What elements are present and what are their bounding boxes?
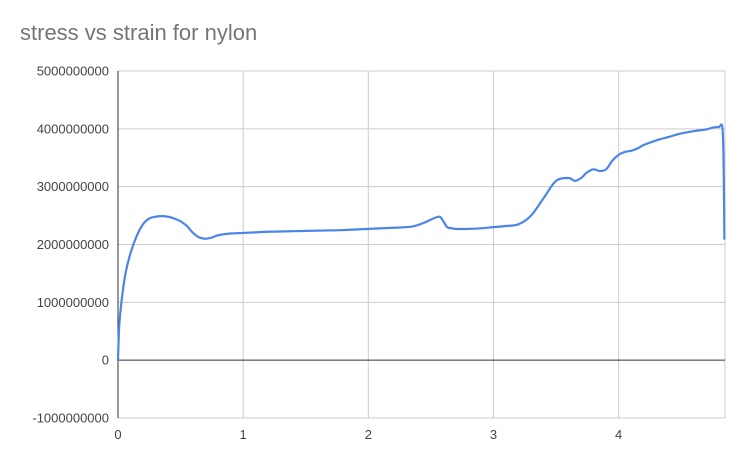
y-tick-label: 5000000000 [37, 64, 109, 79]
series-line [116, 123, 726, 362]
x-tick-label: 0 [114, 427, 121, 442]
y-tick-label: 2000000000 [37, 237, 109, 252]
x-tick-label: 4 [615, 427, 622, 442]
gridlines [118, 70, 726, 419]
y-tick-label: 4000000000 [37, 121, 109, 136]
y-tick-labels: -1000000000 0 1000000000 2000000000 30000000… [32, 64, 109, 426]
x-tick-labels: 0 1 2 3 4 [114, 427, 622, 442]
y-tick-label: 0 [102, 353, 109, 368]
y-tick-label: -1000000000 [32, 411, 109, 426]
y-tick-label: 3000000000 [37, 179, 109, 194]
x-tick-label: 2 [365, 427, 372, 442]
x-tick-label: 1 [240, 427, 247, 442]
x-tick-label: 3 [490, 427, 497, 442]
chart-title: stress vs strain for nylon [20, 20, 258, 45]
series-layer [116, 123, 726, 362]
y-tick-label: 1000000000 [37, 295, 109, 310]
